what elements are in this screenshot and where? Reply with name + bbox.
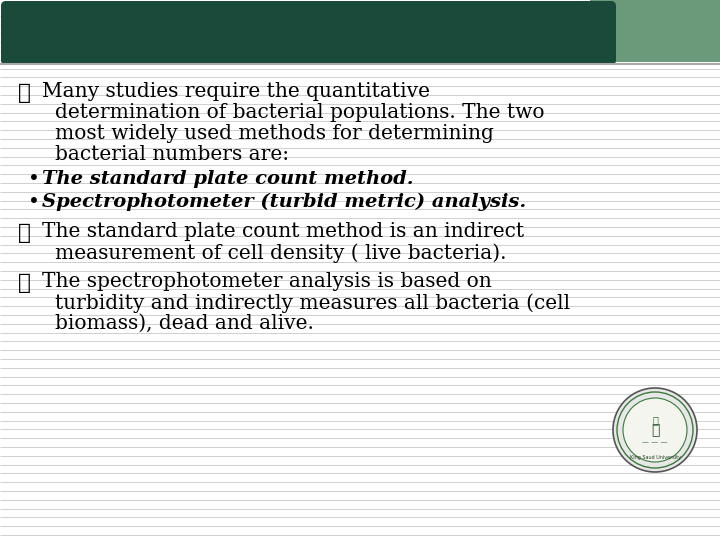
Text: The standard plate count method is an indirect: The standard plate count method is an in… <box>42 222 524 241</box>
Text: ⬛: ⬛ <box>652 415 658 425</box>
Text: The spectrophotometer analysis is based on: The spectrophotometer analysis is based … <box>42 272 492 291</box>
Text: determination of bacterial populations. The two: determination of bacterial populations. … <box>55 103 544 122</box>
Bar <box>590 0 720 62</box>
Text: — — —: — — — <box>642 439 667 445</box>
Text: Spectrophotometer (turbid metric) analysis.: Spectrophotometer (turbid metric) analys… <box>42 193 526 211</box>
Text: •: • <box>28 193 40 212</box>
Circle shape <box>613 388 697 472</box>
Text: measurement of cell density ( live bacteria).: measurement of cell density ( live bacte… <box>55 243 506 262</box>
Text: turbidity and indirectly measures all bacteria (cell: turbidity and indirectly measures all ba… <box>55 293 570 313</box>
Text: 🏛: 🏛 <box>651 423 660 437</box>
FancyBboxPatch shape <box>1 1 616 65</box>
Text: ❖: ❖ <box>18 82 31 104</box>
Text: biomass), dead and alive.: biomass), dead and alive. <box>55 314 314 333</box>
Text: Many studies require the quantitative: Many studies require the quantitative <box>42 82 430 101</box>
Text: most widely used methods for determining: most widely used methods for determining <box>55 124 494 143</box>
Text: ❖: ❖ <box>18 272 31 294</box>
Text: ❖: ❖ <box>18 222 31 244</box>
Circle shape <box>623 398 687 462</box>
Text: King Saud University: King Saud University <box>629 456 680 461</box>
Text: bacterial numbers are:: bacterial numbers are: <box>55 145 289 164</box>
Text: •: • <box>28 170 40 189</box>
Text: The standard plate count method.: The standard plate count method. <box>42 170 413 188</box>
